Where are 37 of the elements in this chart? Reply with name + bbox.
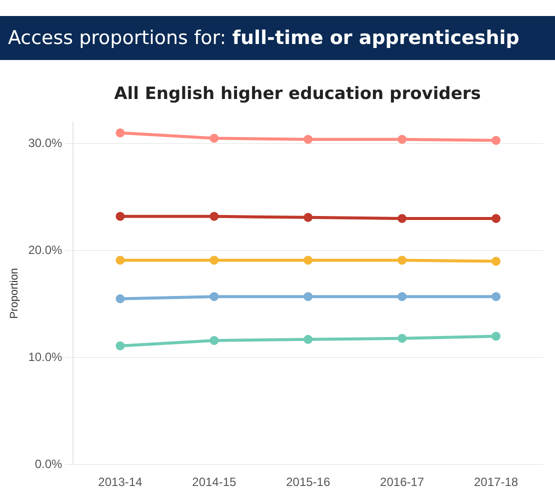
point (116, 294, 125, 304)
x-tick-label: 2016-17 (380, 475, 424, 490)
point (304, 134, 313, 144)
point (116, 128, 125, 138)
point (116, 212, 125, 221)
point (492, 214, 501, 223)
point (398, 292, 407, 302)
point (304, 334, 313, 344)
y-tick-label: 20.0% (28, 242, 63, 257)
point (116, 256, 125, 265)
point (398, 134, 407, 144)
point (210, 292, 219, 302)
point (210, 212, 219, 221)
point (210, 336, 219, 345)
point (492, 136, 501, 145)
point (116, 341, 125, 350)
chart-title: Access proportions for: full-time or apprenticeship (0, 16, 555, 60)
point (492, 292, 501, 302)
point (398, 214, 407, 223)
chart-subtitle: All English higher education providers (113, 84, 482, 104)
y-axis-title: Proportion (8, 268, 21, 319)
point (210, 256, 219, 265)
point (304, 292, 313, 302)
point (304, 256, 313, 265)
y-tick-label: 30.0% (28, 136, 63, 150)
x-tick-label: 2015-16 (286, 475, 330, 490)
point (492, 332, 501, 341)
x-tick-label: 2017-18 (474, 475, 518, 490)
point (398, 256, 407, 265)
y-tick-label: 10.0% (28, 350, 63, 364)
x-tick-label: 2014-15 (192, 475, 236, 490)
point (492, 256, 501, 266)
y-tick-label: 0.0% (34, 456, 63, 471)
x-tick-label: 2013-14 (98, 475, 143, 490)
point (398, 334, 407, 343)
point (210, 134, 219, 143)
point (304, 212, 313, 222)
